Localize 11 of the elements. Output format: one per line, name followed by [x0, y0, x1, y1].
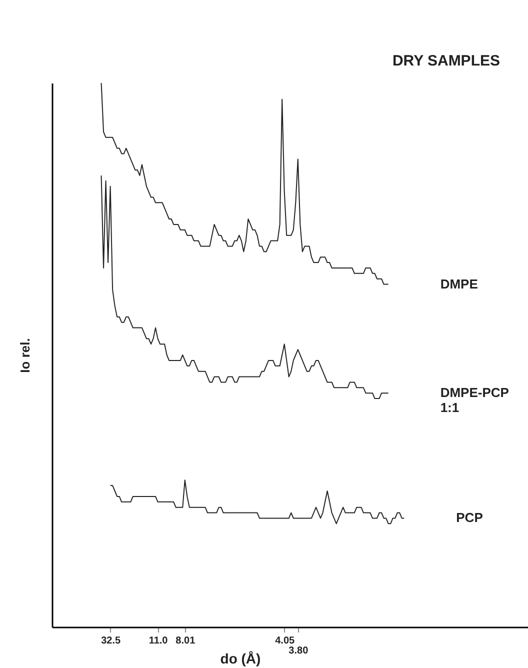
text: DMPE-PCP 1:1	[440, 385, 510, 416]
x-tick-label: 4.05	[275, 636, 296, 646]
y-axis-title: Io rel.	[18, 338, 32, 373]
x-tick-label: 8.01	[176, 636, 196, 646]
text: DMPE	[440, 276, 478, 292]
x-tick-label: 11.0	[148, 636, 168, 646]
x-tick-label: 32.5	[101, 636, 121, 646]
x-tick-label: 3.80	[288, 646, 309, 656]
chart-title: DRY SAMPLES	[392, 52, 500, 70]
x-axis-title: do (Å)	[220, 650, 261, 666]
text: PCP	[456, 510, 484, 526]
